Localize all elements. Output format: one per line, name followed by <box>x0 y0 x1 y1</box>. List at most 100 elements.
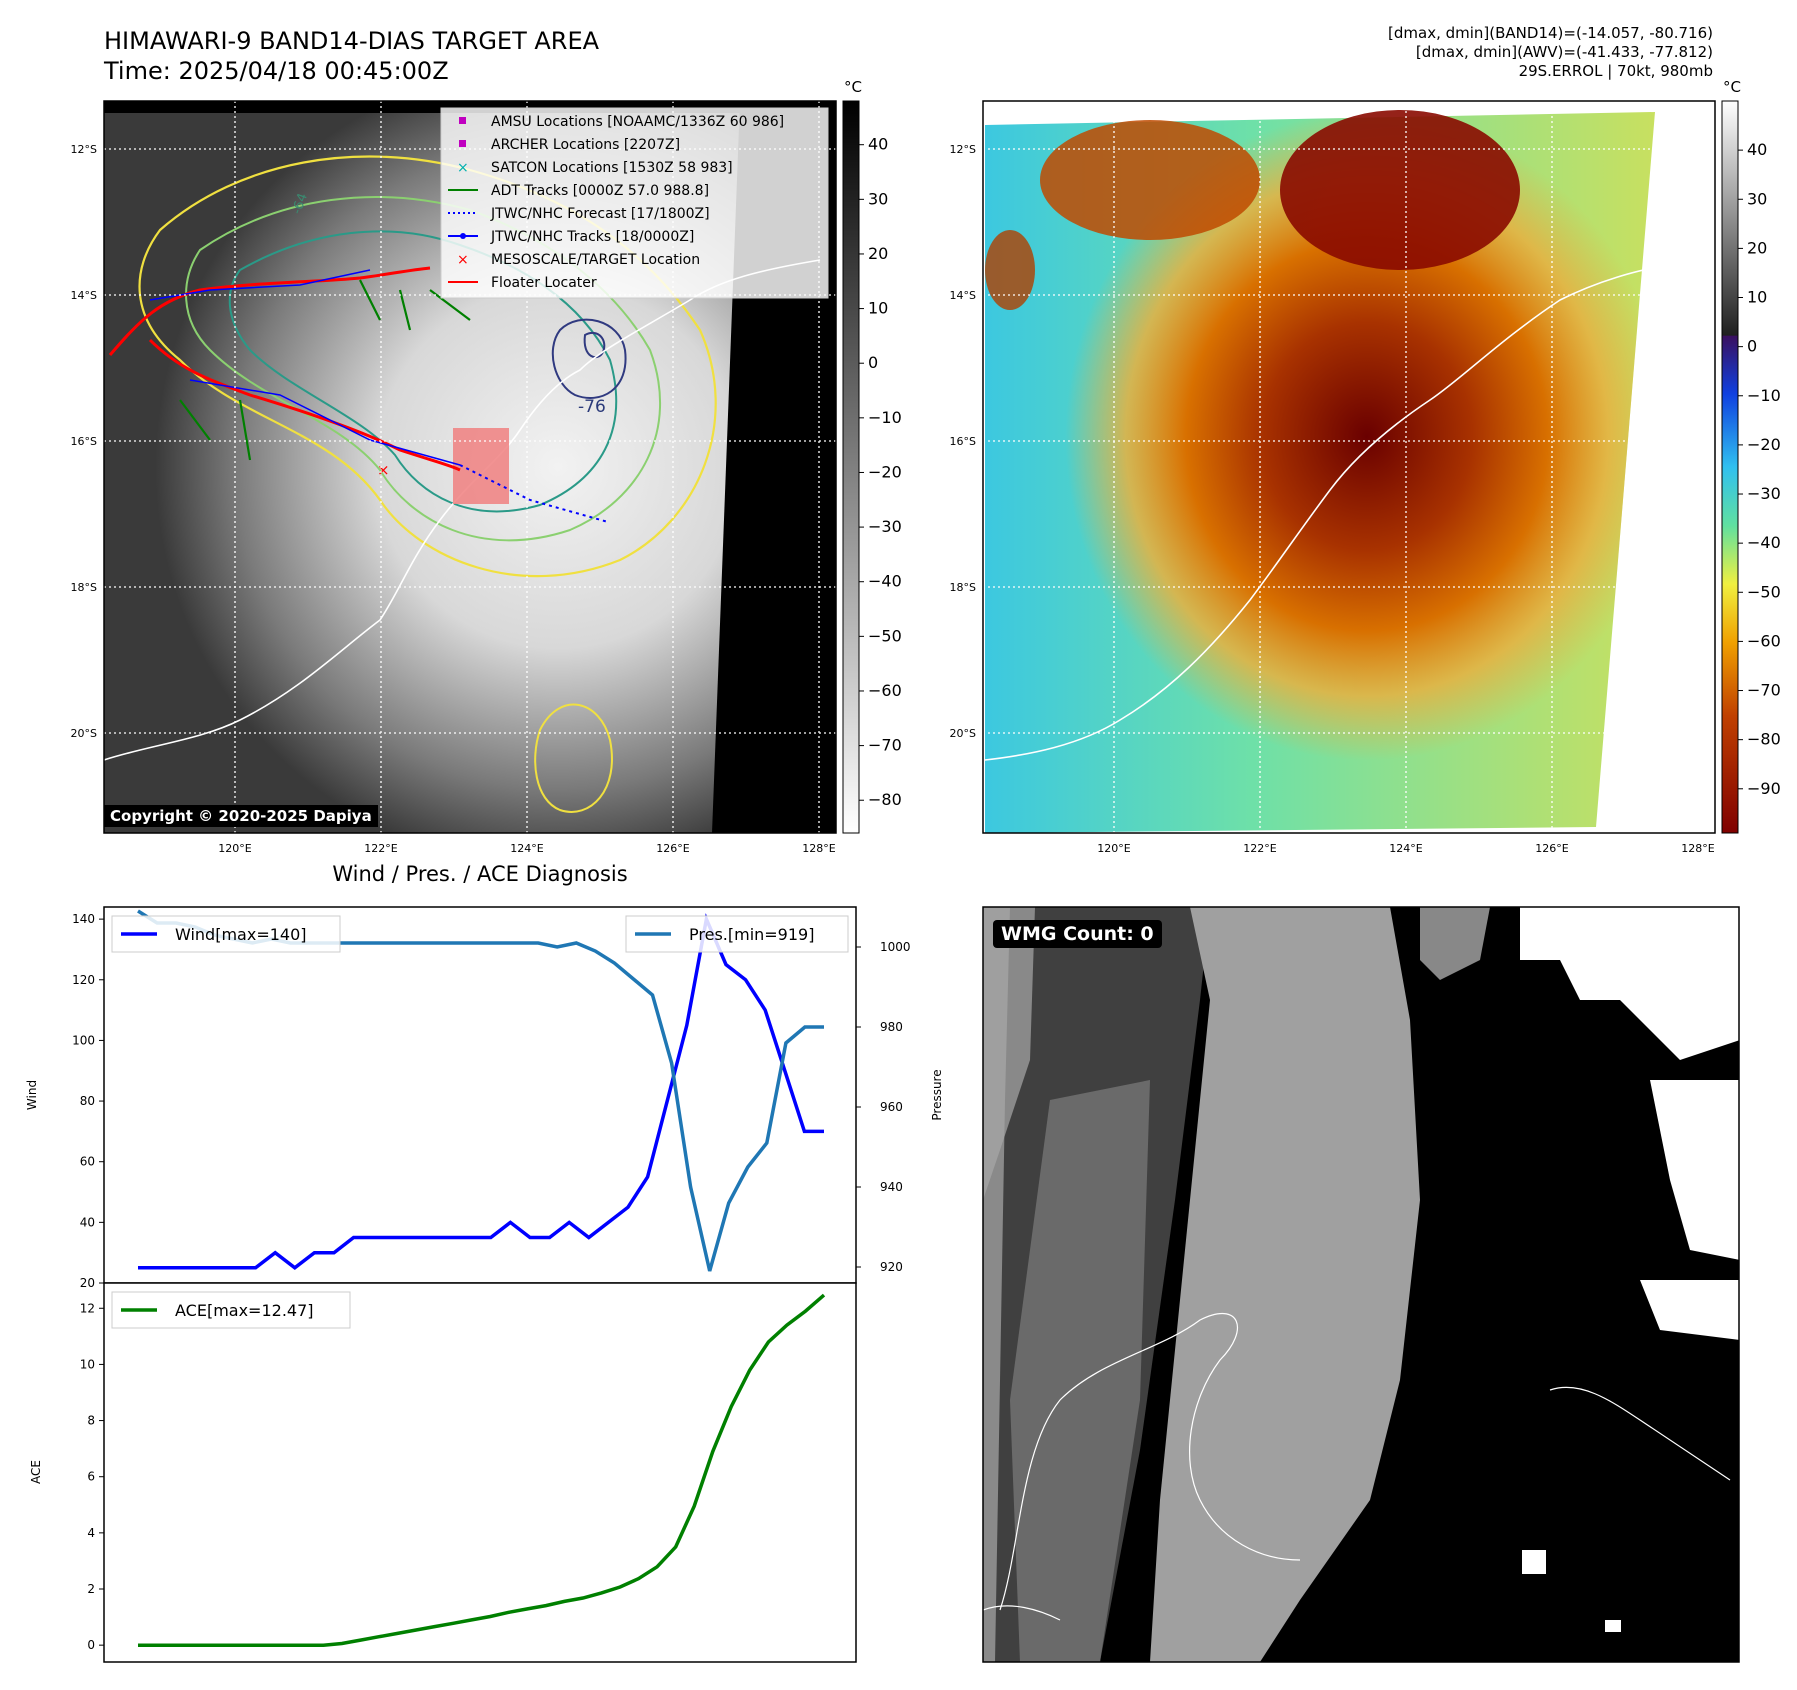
wind-y-ticks: 20 40 60 80 100 120 140 <box>72 912 104 1290</box>
lon-label: 124°E <box>1389 842 1422 855</box>
ace-axis-label: ACE <box>29 1460 43 1484</box>
lon-labels-left: 120°E 122°E 124°E 126°E 128°E <box>218 842 835 855</box>
lat-label: 16°S <box>71 435 97 448</box>
legend-label-archer: ARCHER Locations [2207Z] <box>491 137 680 153</box>
lon-label: 124°E <box>510 842 543 855</box>
legend-label-amsu: AMSU Locations [NOAAMC/1336Z 60 986] <box>491 114 784 130</box>
color-colorbar-tick-label: −30 <box>1747 484 1781 503</box>
wind-pressure-axes <box>103 906 857 1284</box>
stats-line-1: [dmax, dmin](BAND14)=(-14.057, -80.716) <box>1388 24 1713 42</box>
lat-labels-left: 12°S 14°S 16°S 18°S 20°S <box>71 143 97 740</box>
color-colorbar-tick-label: 0 <box>1747 337 1757 356</box>
stats-line-2: [dmax, dmin](AWV)=(-41.433, -77.812) <box>1415 43 1713 61</box>
lon-label: 120°E <box>1097 842 1130 855</box>
wmg-map <box>982 906 1740 1663</box>
figure-title: HIMAWARI-9 BAND14-DIAS TARGET AREA Time:… <box>104 26 599 86</box>
copyright-label: Copyright © 2020-2025 Dapiya <box>104 805 378 827</box>
gray-colorbar <box>842 100 860 834</box>
color-colorbar-tick-label: −70 <box>1747 681 1781 700</box>
lon-label: 126°E <box>656 842 689 855</box>
diagnosis-title: Wind / Pres. / ACE Diagnosis <box>332 862 628 886</box>
ace-tick-label: 10 <box>80 1357 95 1371</box>
ace-axes <box>103 1282 857 1663</box>
wind-tick-label: 20 <box>80 1276 95 1290</box>
pressure-tick-label: 920 <box>880 1260 903 1274</box>
legend-marker-mesoscale: × <box>457 252 469 268</box>
ace-tick-label: 6 <box>87 1470 95 1484</box>
ace-tick-label: 0 <box>87 1638 95 1652</box>
lat-label: 14°S <box>950 289 976 302</box>
lat-label: 18°S <box>71 581 97 594</box>
gray-colorbar-ticks: 40 30 20 10 0 −10 −20 −30 −40 −50 −60 −70 −80 <box>859 135 902 809</box>
gray-colorbar-tick-label: 30 <box>868 189 888 208</box>
lon-label: 128°E <box>1681 842 1714 855</box>
color-colorbar-tick-label: −50 <box>1747 582 1781 601</box>
legend-marker-satcon: × <box>457 160 469 176</box>
lon-label: 122°E <box>1243 842 1276 855</box>
pressure-legend: Pres.[min=919] <box>625 915 849 953</box>
pressure-tick-label: 1000 <box>880 940 911 954</box>
wind-tick-label: 140 <box>72 912 95 926</box>
gray-colorbar-tick-label: −80 <box>868 790 902 809</box>
lon-labels-right: 120°E 122°E 124°E 126°E 128°E <box>1097 842 1714 855</box>
pressure-y-ticks: 920 940 960 980 1000 <box>856 940 911 1274</box>
contour-label: -76 <box>578 397 606 417</box>
pressure-tick-label: 960 <box>880 1100 903 1114</box>
ace-tick-label: 8 <box>87 1414 95 1428</box>
gray-colorbar-unit: °C <box>844 78 862 96</box>
title-line-1: HIMAWARI-9 BAND14-DIAS TARGET AREA <box>104 27 600 55</box>
ace-series-line <box>138 1293 826 1647</box>
gray-colorbar-tick-label: −40 <box>868 572 902 591</box>
stats-line-3: 29S.ERROL | 70kt, 980mb <box>1518 62 1713 80</box>
legend-label-forecast: JTWC/NHC Forecast [17/1800Z] <box>490 206 710 222</box>
lat-label: 20°S <box>950 727 976 740</box>
pressure-axis-label: Pressure <box>930 1069 944 1120</box>
gray-colorbar-tick-label: 20 <box>868 244 888 263</box>
legend-marker-archer <box>459 140 466 147</box>
ace-tick-label: 12 <box>80 1301 95 1315</box>
gray-colorbar-tick-label: −70 <box>868 736 902 755</box>
contour-label-2: -64 <box>290 191 311 216</box>
gray-colorbar-tick-label: −50 <box>868 626 902 645</box>
pressure-legend-label: Pres.[min=919] <box>689 925 814 944</box>
lon-label: 122°E <box>364 842 397 855</box>
color-colorbar-tick-label: 40 <box>1747 140 1767 159</box>
ir-color-map <box>983 101 1715 833</box>
color-colorbar-tick-label: 30 <box>1747 189 1767 208</box>
map-legend: × × AMSU Locations [NOAAMC/1336Z 60 986]… <box>440 107 829 299</box>
wind-legend-label: Wind[max=140] <box>175 925 307 944</box>
wind-tick-label: 80 <box>80 1094 95 1108</box>
ace-y-ticks: 0 2 4 6 8 10 12 <box>80 1301 104 1652</box>
color-colorbar-unit: °C <box>1723 78 1741 96</box>
color-colorbar-tick-label: −80 <box>1747 730 1781 749</box>
legend-marker-amsu <box>459 117 466 124</box>
color-colorbar-tick-label: −40 <box>1747 533 1781 552</box>
stats-title: [dmax, dmin](BAND14)=(-14.057, -80.716) … <box>1388 24 1713 81</box>
pressure-tick-label: 940 <box>880 1180 903 1194</box>
title-line-2: Time: 2025/04/18 00:45:00Z <box>104 57 449 85</box>
gray-colorbar-tick-label: 40 <box>868 135 888 154</box>
lon-label: 120°E <box>218 842 251 855</box>
gray-colorbar-tick-label: −30 <box>868 517 902 536</box>
mesoscale-marker: × <box>377 461 390 479</box>
wmg-count-label: WMG Count: 0 <box>993 920 1162 948</box>
lat-label: 12°S <box>950 143 976 156</box>
gray-colorbar-tick-label: 10 <box>868 299 888 318</box>
lat-label: 12°S <box>71 143 97 156</box>
color-colorbar-tick-label: −20 <box>1747 435 1781 454</box>
pressure-tick-label: 980 <box>880 1020 903 1034</box>
wind-axis-label: Wind <box>25 1080 39 1110</box>
legend-label-satcon: SATCON Locations [1530Z 58 983] <box>491 160 733 176</box>
lon-label: 128°E <box>802 842 835 855</box>
gray-colorbar-tick-label: −10 <box>868 408 902 427</box>
color-colorbar-tick-label: −60 <box>1747 631 1781 650</box>
lat-label: 20°S <box>71 727 97 740</box>
ace-tick-label: 2 <box>87 1582 95 1596</box>
gray-colorbar-tick-label: −60 <box>868 681 902 700</box>
wind-legend: Wind[max=140] <box>111 915 341 953</box>
lat-label: 16°S <box>950 435 976 448</box>
wind-tick-label: 40 <box>80 1215 95 1229</box>
wind-tick-label: 60 <box>80 1155 95 1169</box>
color-colorbar-tick-label: 10 <box>1747 288 1767 307</box>
